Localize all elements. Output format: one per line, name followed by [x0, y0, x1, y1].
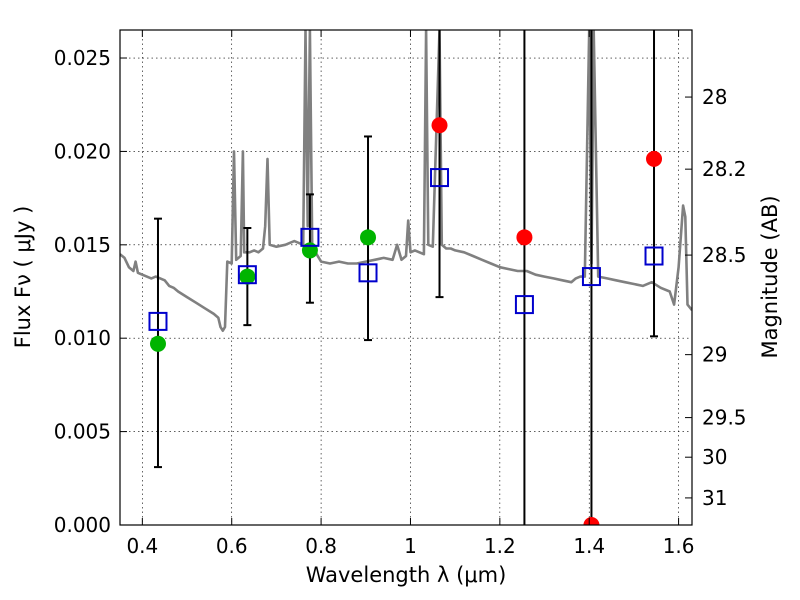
right-tick-label: 30 — [702, 445, 727, 469]
x-tick-label: 0.4 — [126, 534, 158, 558]
y-axis-title: Flux Fν ( μJy ) — [11, 206, 35, 349]
model-band-square — [300, 227, 320, 247]
x-tick-label: 1.6 — [663, 534, 695, 558]
model-band-square — [644, 246, 664, 266]
y-right-axis-title: Magnitude (AB) — [758, 195, 782, 358]
upper-limit-point — [431, 117, 448, 134]
right-tick-label: 28 — [702, 85, 727, 109]
tick-layer: 0.4 0.6 0.8 1 1.2 1.4 1.6 0.000 0.005 0.010 0.015 0… — [54, 30, 747, 558]
x-tick-label: 1.2 — [484, 534, 516, 558]
right-tick-label: 31 — [702, 486, 727, 510]
model-spectrum-line — [120, 30, 692, 332]
model-band-square — [430, 168, 450, 188]
right-tick-label: 29 — [702, 343, 727, 367]
x-axis-title: Wavelength λ (μm) — [306, 563, 507, 587]
detected-point — [239, 268, 256, 285]
y-tick-label: 0.025 — [54, 46, 111, 70]
right-tick-label: 29.5 — [702, 406, 747, 430]
detected-point — [301, 242, 318, 259]
model-band-square — [148, 311, 168, 331]
marker-layer — [148, 117, 664, 525]
y-tick-label: 0.015 — [54, 233, 111, 257]
x-tick-label: 1.4 — [573, 534, 605, 558]
model-band-square — [237, 265, 257, 285]
x-tick-label: 1 — [404, 534, 417, 558]
upper-limit-point — [516, 229, 533, 246]
upper-limit-point — [583, 517, 600, 525]
y-tick-label: 0.020 — [54, 139, 111, 163]
x-tick-label: 0.6 — [216, 534, 248, 558]
x-tick-label: 0.8 — [305, 534, 337, 558]
upper-limit-point — [646, 150, 663, 167]
right-tick-label: 28.5 — [702, 243, 747, 267]
detected-point — [360, 229, 377, 246]
y-tick-label: 0.000 — [54, 513, 111, 537]
y-tick-label: 0.010 — [54, 326, 111, 350]
model-band-square — [514, 295, 534, 315]
plot-frame — [119, 29, 693, 526]
y-tick-label: 0.005 — [54, 420, 111, 444]
model-band-square — [358, 263, 378, 283]
right-tick-label: 28.2 — [702, 157, 747, 181]
model-spectrum-layer — [120, 30, 692, 332]
model-band-square — [581, 267, 601, 287]
detected-point — [149, 335, 166, 352]
